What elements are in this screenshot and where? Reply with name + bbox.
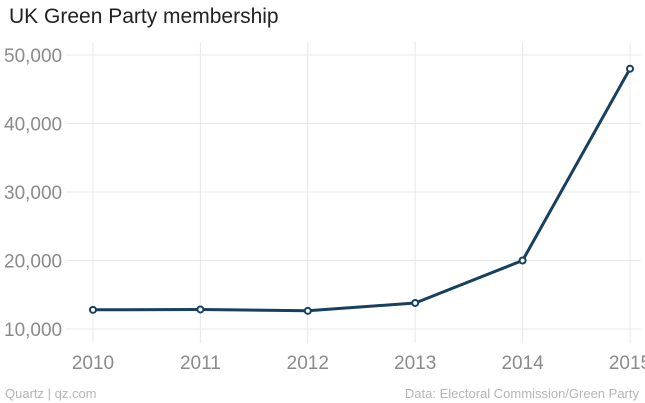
x-tick-label: 2013	[394, 353, 436, 374]
x-tick-label: 2010	[72, 353, 114, 374]
x-tick-label: 2015	[609, 353, 645, 374]
chart-title: UK Green Party membership	[9, 5, 279, 28]
x-tick-label: 2012	[287, 353, 329, 374]
data-point	[303, 306, 312, 315]
y-tick-label: 50,000	[4, 46, 62, 67]
series-line	[91, 67, 632, 313]
grid-lines	[66, 42, 641, 343]
y-tick-label: 10,000	[4, 320, 62, 341]
footer-credit: Quartz | qz.com	[5, 386, 97, 401]
y-tick-label: 20,000	[4, 252, 62, 273]
data-point	[89, 305, 97, 314]
data-point	[626, 64, 634, 73]
x-tick-label: 2011	[180, 353, 221, 374]
data-point	[411, 298, 420, 307]
data-point	[196, 305, 205, 314]
y-tick-label: 30,000	[4, 183, 62, 204]
data-point	[518, 256, 527, 265]
footer-source: Data: Electoral Commission/Green Party	[404, 386, 639, 401]
y-tick-label: 40,000	[4, 115, 62, 136]
series	[89, 64, 634, 315]
y-axis-ticks: 10,000 20,000 30,000 40,000 50,000	[4, 46, 62, 341]
x-tick-label: 2014	[501, 353, 544, 374]
x-axis-ticks: 2010 2011 2012 2013 2014 2015	[72, 353, 645, 374]
